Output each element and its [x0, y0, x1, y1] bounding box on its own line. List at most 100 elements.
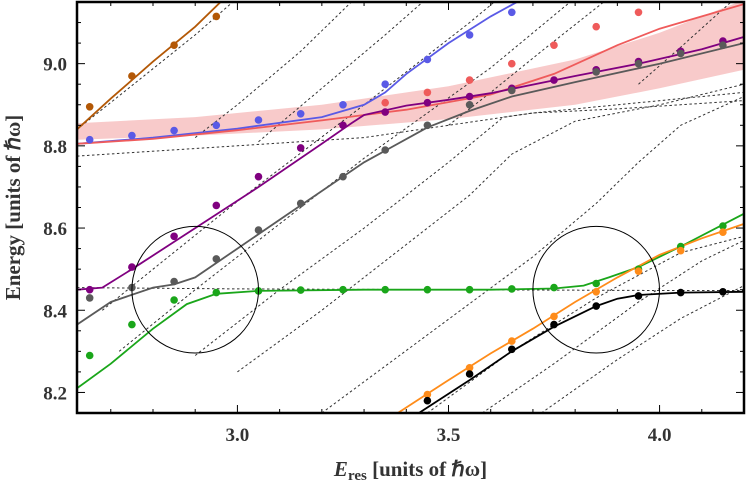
series-1-point-2: [170, 126, 178, 135]
series-5-point-12: [592, 279, 600, 288]
series-1-point-9: [465, 31, 474, 39]
series-6-point-7: [719, 228, 727, 236]
series-2-point-0: [381, 98, 390, 107]
series-3-point-11: [550, 76, 558, 84]
series-4-point-3: [212, 255, 221, 263]
dashed-line-11: [482, 239, 744, 413]
series-1-point-8: [423, 55, 432, 64]
x-axis-label-sub: res: [348, 468, 367, 484]
series-2-point-4: [550, 41, 558, 49]
series-5-point-15: [719, 222, 727, 230]
series-3-point-2: [170, 232, 178, 241]
series-5-point-9: [465, 285, 474, 294]
series-2-point-6: [634, 8, 643, 17]
plot-area: [77, 2, 744, 413]
dashed-line-5: [101, 2, 496, 311]
series-6-point-3: [550, 312, 558, 321]
series-5-point-1: [128, 320, 136, 329]
series-3-point-0: [85, 285, 94, 294]
series-1-point-1: [128, 131, 136, 140]
series-1-point-0: [85, 135, 94, 144]
dashed-line-0: [77, 2, 234, 130]
series-1-point-6: [339, 101, 347, 109]
series-1-point-3: [212, 121, 221, 130]
y-tick-label: 8.4: [43, 301, 67, 322]
series-0-point-1: [128, 72, 136, 80]
series-2-point-2: [465, 76, 474, 84]
series-5-point-3: [212, 288, 221, 297]
series-5-point-11: [550, 283, 558, 292]
series-line-6: [397, 223, 744, 413]
series-4-point-13: [676, 49, 685, 58]
uncertainty-band: [77, 2, 744, 140]
series-line-2: [77, 3, 744, 145]
series-4-point-4: [254, 226, 263, 234]
highlight-circle-1: [532, 225, 661, 354]
y-tick-label: 8.8: [43, 137, 67, 158]
series-4-point-2: [170, 277, 178, 286]
series-3-point-4: [254, 172, 263, 181]
series-6-point-2: [508, 337, 516, 345]
x-tick-label: 3.5: [437, 425, 461, 446]
series-4-point-6: [339, 172, 347, 181]
series-4-point-14: [719, 41, 727, 49]
series-0-point-0: [85, 103, 94, 111]
dashed-line-13: [77, 100, 744, 157]
series-5-point-0: [85, 351, 94, 360]
dashed-line-7: [194, 91, 744, 356]
dashed-line-1: [194, 2, 353, 138]
series-2-point-5: [592, 22, 600, 31]
series-6-point-5: [634, 267, 643, 276]
series-7-point-2: [508, 345, 516, 354]
series-0-point-3: [212, 12, 221, 21]
series-6-point-4: [592, 288, 600, 296]
series-line-0: [77, 2, 222, 131]
x-axis-label-rest: [units of ℏω]: [367, 457, 487, 481]
y-tick-label: 9.0: [43, 55, 67, 76]
x-tick-label: 4.0: [648, 425, 672, 446]
series-2-point-3: [508, 59, 516, 68]
dashed-line-10: [427, 235, 744, 413]
series-4-point-12: [634, 59, 643, 68]
series-3-point-3: [212, 201, 221, 210]
series-4-point-7: [381, 146, 390, 154]
series-4-point-9: [465, 101, 474, 109]
y-axis-label: Energy [units of ℏω]: [1, 115, 25, 301]
series-4-point-11: [592, 68, 600, 76]
series-5-point-8: [423, 285, 432, 294]
series-3-point-6: [339, 121, 347, 130]
series-5-point-5: [296, 286, 305, 294]
series-0-point-2: [170, 41, 178, 49]
y-tick-label: 8.6: [43, 219, 67, 240]
series-7-point-3: [550, 320, 558, 329]
series-3-point-5: [296, 144, 305, 152]
series-4-point-5: [296, 199, 305, 208]
series-3-point-7: [381, 108, 390, 116]
series-5-point-7: [381, 285, 390, 294]
series-line-7: [418, 290, 744, 413]
series-4-point-8: [423, 121, 432, 130]
x-tick-label: 3.0: [226, 425, 250, 446]
series-1-point-5: [296, 110, 305, 118]
y-tick-label: 8.2: [43, 383, 67, 404]
series-6-point-1: [465, 364, 474, 372]
dashed-line-4: [638, 2, 732, 85]
x-axis-label-main: E: [333, 457, 348, 481]
series-3-point-1: [128, 263, 136, 271]
dashed-line-2: [258, 2, 424, 143]
series-3-point-8: [423, 98, 432, 107]
series-7-point-0: [423, 396, 432, 405]
series-7-point-7: [719, 288, 727, 296]
series-4-point-0: [85, 294, 94, 302]
series-line-3: [77, 36, 744, 291]
series-line-1: [77, 2, 519, 145]
series-1-point-7: [381, 80, 390, 88]
series-5-point-6: [339, 285, 347, 294]
highlight-circle-0: [131, 225, 259, 354]
series-7-point-5: [634, 292, 643, 300]
series-5-point-2: [170, 296, 178, 304]
series-7-point-4: [592, 302, 600, 310]
dashed-line-9: [321, 96, 744, 413]
dashed-line-6: [118, 2, 571, 352]
series-6-point-6: [676, 246, 685, 255]
